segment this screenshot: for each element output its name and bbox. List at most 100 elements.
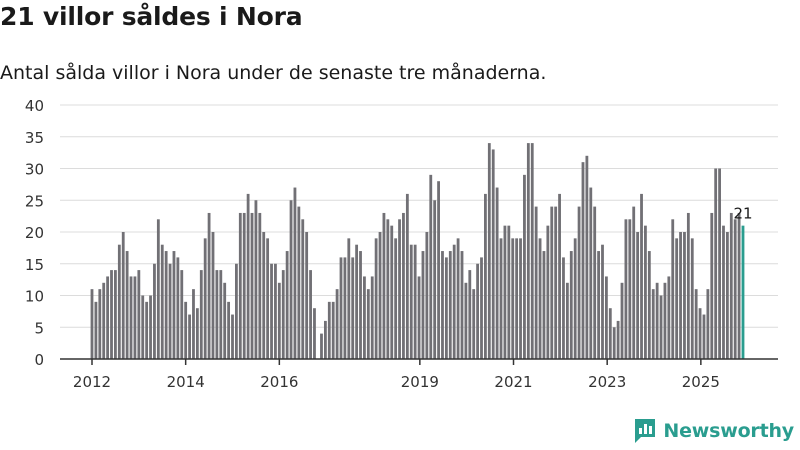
x-tick-label: 2025 (682, 373, 720, 391)
bar (589, 187, 593, 359)
bar (530, 143, 534, 359)
bar (644, 225, 647, 359)
bar (149, 295, 152, 359)
bar (270, 263, 273, 359)
bar (655, 282, 659, 359)
bar (690, 238, 694, 359)
bar (409, 244, 413, 359)
bar (710, 212, 714, 359)
bar (679, 232, 682, 359)
bar (729, 212, 733, 359)
bar (405, 193, 409, 359)
newsworthy-icon (635, 419, 656, 443)
bar (519, 238, 522, 359)
bar (702, 314, 706, 359)
page-subtitle: Antal sålda villor i Nora under de senas… (0, 62, 547, 84)
y-tick-label: 35 (25, 129, 44, 147)
bar (675, 238, 679, 359)
bar (499, 238, 503, 359)
bar (737, 212, 741, 359)
bar (184, 301, 188, 359)
x-tick-label: 2016 (260, 373, 298, 391)
bar (495, 187, 499, 359)
bar (192, 289, 195, 359)
bar (593, 206, 597, 359)
bar (725, 232, 729, 359)
bar (188, 314, 191, 359)
bar (597, 251, 600, 359)
bar (125, 251, 129, 359)
bar (246, 193, 250, 359)
bar (374, 238, 378, 359)
bar (168, 263, 172, 359)
bar (526, 143, 530, 359)
bar (297, 206, 301, 359)
bar (640, 193, 643, 359)
bar (293, 187, 297, 359)
bar (714, 168, 718, 359)
bar (441, 251, 444, 359)
bar (694, 289, 698, 359)
bar (301, 219, 305, 359)
bar (577, 206, 581, 359)
y-tick-label: 10 (25, 288, 44, 306)
bar (542, 251, 546, 359)
bar (363, 276, 366, 359)
bar (285, 251, 289, 359)
bar (444, 257, 448, 359)
bar (289, 200, 293, 359)
bar (254, 200, 258, 359)
bar (612, 327, 616, 359)
bar (114, 270, 117, 359)
bar (235, 263, 238, 359)
bar (164, 251, 168, 359)
bar (137, 270, 141, 359)
bar (339, 257, 343, 359)
bar (90, 289, 94, 359)
bar (117, 244, 121, 359)
bar (581, 162, 585, 359)
bar (402, 212, 405, 359)
bar (624, 219, 628, 359)
bar (698, 308, 702, 359)
bar (686, 212, 690, 359)
bar (215, 270, 219, 359)
bar (437, 181, 440, 359)
bar (331, 301, 335, 359)
bar (472, 289, 476, 359)
bar (98, 289, 102, 359)
bar (413, 244, 417, 359)
x-tick-label: 2019 (401, 373, 439, 391)
bar (468, 270, 472, 359)
bar (636, 232, 640, 359)
bar (133, 276, 137, 359)
y-tick-label: 5 (34, 319, 44, 337)
bar (106, 276, 110, 359)
bar (327, 301, 331, 359)
bar (667, 276, 671, 359)
page-title: 21 villor såldes i Nora (0, 2, 303, 31)
brand-name: Newsworthy (663, 420, 794, 442)
bar (515, 238, 519, 359)
bar (464, 282, 468, 359)
bar (480, 257, 483, 359)
bar (565, 282, 569, 359)
bar (227, 301, 231, 359)
bar (199, 270, 203, 359)
bar (94, 301, 98, 359)
x-tick-label: 2012 (73, 373, 111, 391)
bar (585, 155, 589, 359)
bar (647, 251, 651, 359)
bar (558, 193, 561, 359)
bar (511, 238, 515, 359)
bar (456, 238, 460, 359)
bar (546, 225, 550, 359)
bar (663, 282, 667, 359)
bar (129, 276, 133, 359)
bar (433, 200, 437, 359)
bar (277, 282, 281, 359)
bar (309, 270, 312, 359)
bar (110, 270, 113, 359)
bar (503, 225, 507, 359)
